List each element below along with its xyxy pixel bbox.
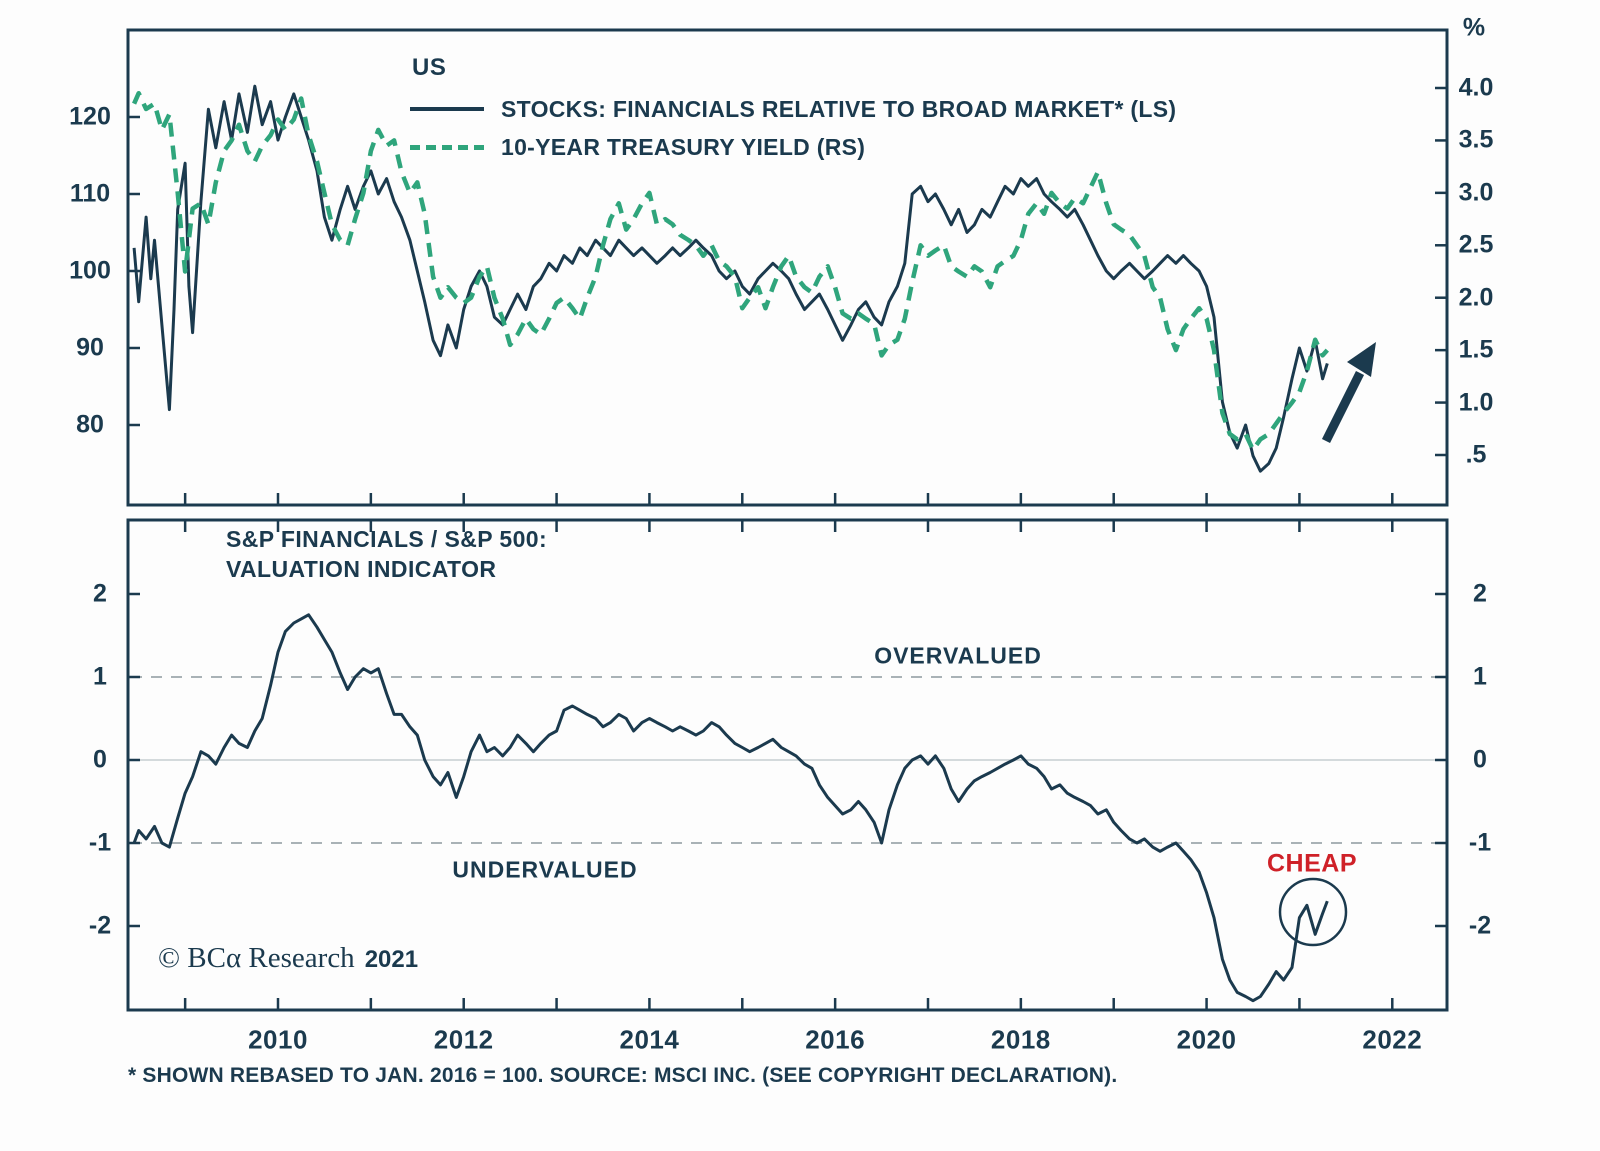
copyright: © BCα Research 2021 bbox=[158, 942, 418, 975]
top-left-axis-label: 110 bbox=[69, 179, 111, 208]
top-right-axis-label: 1.5 bbox=[1458, 335, 1494, 364]
x-axis-year-label: 2012 bbox=[433, 1024, 494, 1055]
legend: US STOCKS: FINANCIALS RELATIVE TO BROAD … bbox=[410, 54, 1176, 166]
overvalued-label: OVERVALUED bbox=[874, 642, 1042, 669]
x-axis-year-label: 2010 bbox=[248, 1024, 308, 1055]
legend-title: US bbox=[412, 54, 447, 81]
top-right-axis-label: 4.0 bbox=[1458, 73, 1494, 102]
bottom-panel-title-line2: VALUATION INDICATOR bbox=[226, 556, 497, 582]
bottom-left-axis-label: 0 bbox=[93, 745, 107, 774]
x-axis-year-label: 2018 bbox=[990, 1024, 1051, 1055]
bottom-left-axis-label: -1 bbox=[88, 828, 112, 857]
footnote: * SHOWN REBASED TO JAN. 2016 = 100. SOUR… bbox=[128, 1064, 1118, 1087]
bottom-right-axis-label: 2 bbox=[1473, 579, 1487, 608]
copyright-year: 2021 bbox=[364, 946, 419, 973]
dashed-line-sample-icon bbox=[410, 144, 484, 150]
bottom-left-axis-label: 1 bbox=[93, 662, 107, 691]
top-right-axis-label: .5 bbox=[1465, 440, 1487, 469]
cheap-label: CHEAP bbox=[1266, 849, 1358, 878]
bottom-left-axis-label: -2 bbox=[88, 911, 112, 940]
top-left-axis-label: 120 bbox=[69, 102, 111, 131]
top-right-axis-label: 2.5 bbox=[1458, 230, 1494, 259]
top-left-axis-label: 100 bbox=[69, 256, 111, 285]
bottom-right-axis-label: 0 bbox=[1473, 745, 1487, 774]
legend-item-treasury: 10-YEAR TREASURY YIELD (RS) bbox=[410, 128, 1176, 166]
x-axis-year-label: 2022 bbox=[1362, 1024, 1423, 1055]
trend-arrow-shaft bbox=[1321, 370, 1365, 444]
legend-item-financials: STOCKS: FINANCIALS RELATIVE TO BROAD MAR… bbox=[410, 90, 1176, 128]
top-left-axis-label: 90 bbox=[76, 333, 104, 362]
cheap-circle-marker bbox=[1278, 877, 1348, 947]
bottom-right-axis-label: -1 bbox=[1468, 828, 1492, 857]
x-axis-year-label: 2020 bbox=[1176, 1024, 1237, 1055]
top-right-axis-label: 3.5 bbox=[1458, 125, 1494, 154]
top-right-axis-label: 2.0 bbox=[1458, 283, 1494, 312]
x-axis-year-label: 2016 bbox=[805, 1024, 866, 1055]
trend-arrow-head-icon bbox=[1347, 342, 1376, 377]
bottom-panel-title: S&P FINANCIALS / S&P 500: VALUATION INDI… bbox=[226, 524, 547, 584]
top-panel-frame bbox=[126, 28, 1449, 507]
top-right-axis-label: 1.0 bbox=[1458, 388, 1494, 417]
top-left-axis-label: 80 bbox=[76, 410, 104, 439]
solid-line-sample-icon bbox=[410, 107, 484, 111]
valuation-indicator-line bbox=[132, 613, 1329, 1003]
legend-label-financials: STOCKS: FINANCIALS RELATIVE TO BROAD MAR… bbox=[501, 95, 1177, 122]
top-right-axis-label: 3.0 bbox=[1458, 178, 1494, 207]
bottom-panel-frame bbox=[126, 518, 1449, 1012]
percent-axis-unit-label: % bbox=[1462, 13, 1486, 42]
bottom-right-axis-label: 1 bbox=[1473, 662, 1487, 691]
x-axis-year-label: 2014 bbox=[619, 1024, 680, 1055]
treasury-yield-line bbox=[132, 90, 1329, 453]
bottom-right-axis-label: -2 bbox=[1468, 911, 1492, 940]
bottom-left-axis-label: 2 bbox=[93, 579, 107, 608]
legend-label-treasury: 10-YEAR TREASURY YIELD (RS) bbox=[501, 133, 866, 160]
bottom-panel-title-line1: S&P FINANCIALS / S&P 500: bbox=[226, 526, 548, 552]
undervalued-label: UNDERVALUED bbox=[452, 856, 638, 883]
bca-research-logo: © BCα Research bbox=[158, 942, 355, 974]
